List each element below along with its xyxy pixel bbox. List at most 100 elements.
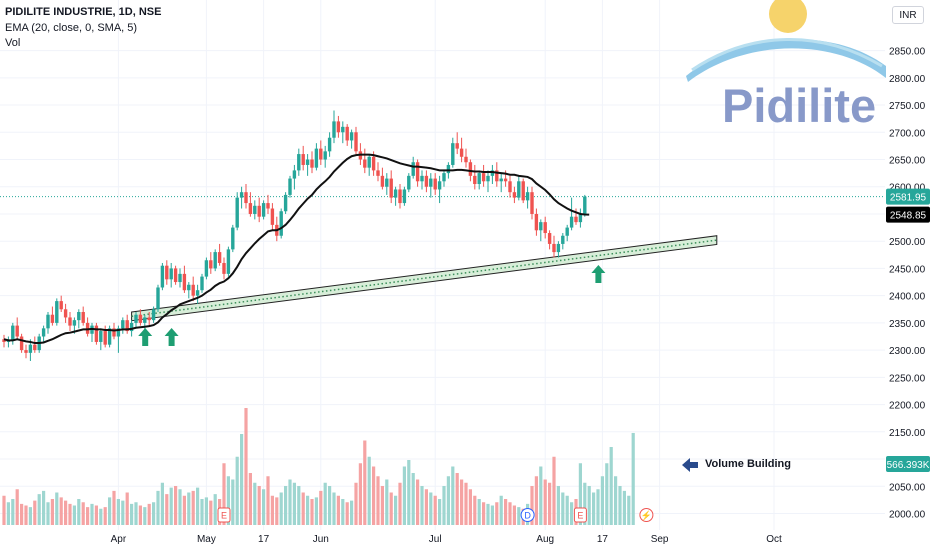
volume-bar — [248, 473, 252, 525]
volume-bar — [244, 408, 248, 525]
volume-bar — [618, 486, 622, 525]
candle-body — [33, 344, 37, 351]
candle-body — [442, 173, 446, 182]
candle-body — [85, 322, 90, 334]
volume-bar — [301, 492, 305, 525]
candle-body — [486, 175, 490, 182]
candle-body — [481, 173, 486, 182]
volume-bar — [367, 456, 371, 525]
event-markers[interactable]: E D E ⚡ — [217, 507, 654, 523]
candle-body — [297, 154, 301, 171]
volume-bar — [156, 490, 160, 525]
volume-bar — [11, 499, 15, 525]
candle-body — [231, 227, 235, 250]
volume-bar — [42, 490, 46, 525]
volume-bar — [231, 479, 235, 525]
arc-icon — [691, 38, 883, 72]
volume-bar — [376, 476, 380, 525]
candle-body — [349, 132, 354, 141]
event-marker-label: ⚡ — [641, 510, 652, 522]
sun-icon — [769, 0, 807, 33]
volume-bar — [631, 432, 635, 525]
volume-bar — [314, 497, 318, 525]
volume-bar — [160, 482, 164, 525]
candle-body — [530, 192, 534, 214]
volume-bar — [86, 507, 90, 525]
volume-bar — [152, 502, 156, 525]
price-tags: 2581.95 2548.85 566.393K — [886, 188, 930, 472]
candle-body — [429, 178, 433, 187]
volume-bar — [112, 490, 116, 525]
candle-body — [534, 213, 539, 231]
volume-bar — [306, 495, 310, 525]
candle-body — [341, 126, 345, 133]
trend-channel[interactable] — [131, 235, 718, 322]
candle-body — [226, 249, 231, 274]
volume-bar — [587, 486, 591, 525]
candle-body — [495, 170, 499, 182]
candle-body — [165, 265, 169, 280]
volume-bar — [446, 476, 450, 525]
y-tick-label: 2700.00 — [889, 128, 926, 139]
volume-bar — [614, 476, 618, 525]
volume-bar — [24, 505, 28, 525]
volume-bar — [15, 489, 19, 525]
candle-body — [191, 284, 195, 296]
candle-body — [517, 181, 521, 198]
y-axis[interactable]: 2000.002050.002100.002150.002200.002250.… — [889, 47, 926, 521]
candle-body — [182, 273, 187, 291]
volume-bar — [490, 505, 494, 525]
volume-bar — [240, 434, 244, 525]
volume-bar — [94, 505, 98, 525]
ema-value-tag: 2548.85 — [890, 211, 927, 222]
volume-legend[interactable]: Vol — [5, 37, 21, 49]
volume-bar — [138, 505, 142, 525]
volume-bar — [583, 482, 587, 525]
dividend-marker — [520, 508, 535, 522]
candle-body — [143, 317, 147, 323]
candle-body — [327, 137, 332, 152]
candle-body — [288, 178, 292, 195]
volume-bar — [420, 486, 424, 525]
volume-bar — [284, 486, 288, 525]
candle-body — [103, 331, 107, 345]
volume-bar — [438, 499, 442, 525]
candle-body — [552, 243, 556, 253]
candle-body — [565, 227, 569, 236]
candle-body — [235, 197, 239, 228]
volume-bar — [196, 487, 200, 525]
indicator-legend[interactable]: EMA (20, close, 0, SMA, 5) — [5, 22, 138, 34]
volume-bar — [72, 505, 76, 525]
volume-bar — [319, 490, 323, 525]
volume-bar — [495, 502, 499, 525]
volume-bar — [372, 466, 376, 525]
volume-bar — [455, 473, 459, 525]
volume-bar — [81, 502, 85, 525]
volume-bar — [389, 492, 393, 525]
volume-bar — [332, 492, 336, 525]
candle-body — [446, 164, 451, 174]
candle-body — [121, 320, 125, 329]
candle-body — [72, 320, 77, 326]
volume-bar — [2, 495, 6, 525]
volume-bar — [534, 476, 538, 525]
currency-selector[interactable]: INR — [892, 6, 924, 24]
volume-bar — [297, 486, 301, 525]
candle-body — [204, 260, 209, 277]
candle-body — [578, 213, 583, 223]
candle-body — [279, 211, 283, 236]
channel-band — [131, 235, 718, 322]
x-axis[interactable]: Apr May 17 Jun Jul Aug 17 Sep Oct — [111, 534, 782, 545]
candle-body — [437, 181, 442, 190]
candle-body — [473, 175, 477, 185]
candle-body — [19, 336, 24, 351]
event-marker-label: D — [524, 511, 531, 521]
volume-bar — [548, 482, 552, 525]
volume-bar — [627, 495, 631, 525]
volume-bar — [257, 486, 261, 525]
candle-body — [499, 178, 503, 182]
candle-body — [411, 162, 415, 176]
y-tick-label: 2200.00 — [889, 401, 926, 412]
last-price-tag-bg — [886, 188, 930, 205]
